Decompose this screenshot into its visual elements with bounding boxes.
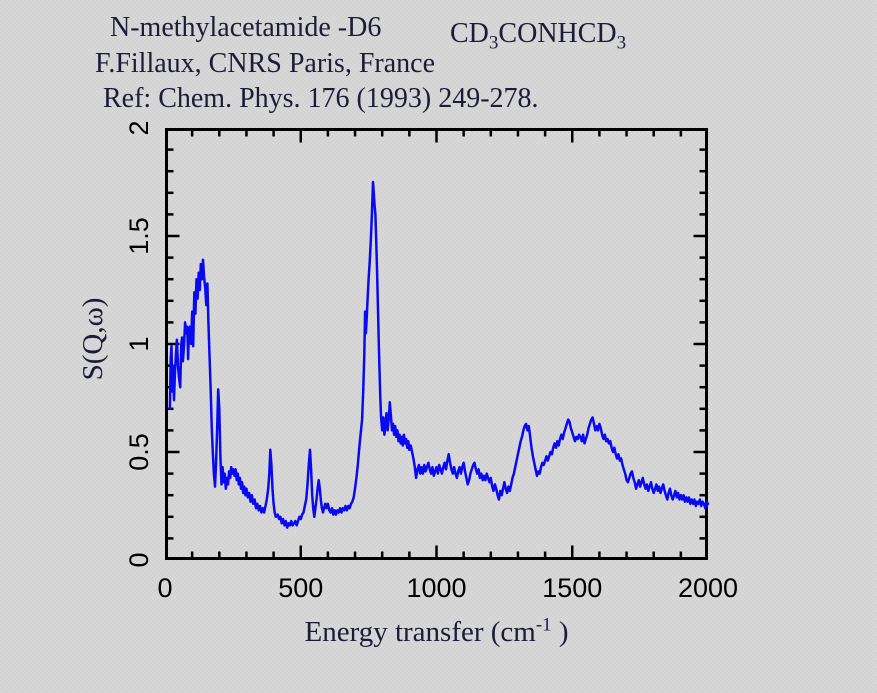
formula-subscript: 3 xyxy=(616,32,627,54)
chemical-formula: CD3CONHCD3 xyxy=(450,18,626,53)
x-axis-label-text: Energy transfer (cm xyxy=(304,616,536,648)
formula-part: CONHCD xyxy=(498,18,617,49)
y-tick-label: 0 xyxy=(123,552,154,568)
y-tick-label: 0.5 xyxy=(123,433,154,471)
x-tick-label: 2000 xyxy=(677,573,739,603)
formula-part: CD xyxy=(450,18,489,49)
spectrum-plot xyxy=(165,128,710,560)
x-tick-label: 1500 xyxy=(542,573,603,603)
y-axis-label: S(Q,ω) xyxy=(76,297,109,381)
reference-citation: Ref: Chem. Phys. 176 (1993) 249-278. xyxy=(103,83,539,114)
y-tick-label: 2 xyxy=(123,120,154,136)
x-tick-label: 1000 xyxy=(406,573,467,603)
author-affiliation: F.Fillaux, CNRS Paris, France xyxy=(95,48,435,79)
x-axis-label-exponent: -1 xyxy=(535,614,552,636)
x-axis-label: Energy transfer (cm-1 ) xyxy=(165,614,708,649)
x-axis-label-close: ) xyxy=(551,616,569,648)
y-tick-label: 1.5 xyxy=(123,217,154,255)
x-tick-label: 500 xyxy=(278,573,324,603)
figure-title: N-methylacetamide -D6 xyxy=(110,12,382,43)
x-tick-label: 0 xyxy=(157,573,173,603)
spectrum-curve xyxy=(168,180,710,529)
formula-subscript: 3 xyxy=(488,32,499,54)
y-tick-label: 1 xyxy=(123,336,154,352)
